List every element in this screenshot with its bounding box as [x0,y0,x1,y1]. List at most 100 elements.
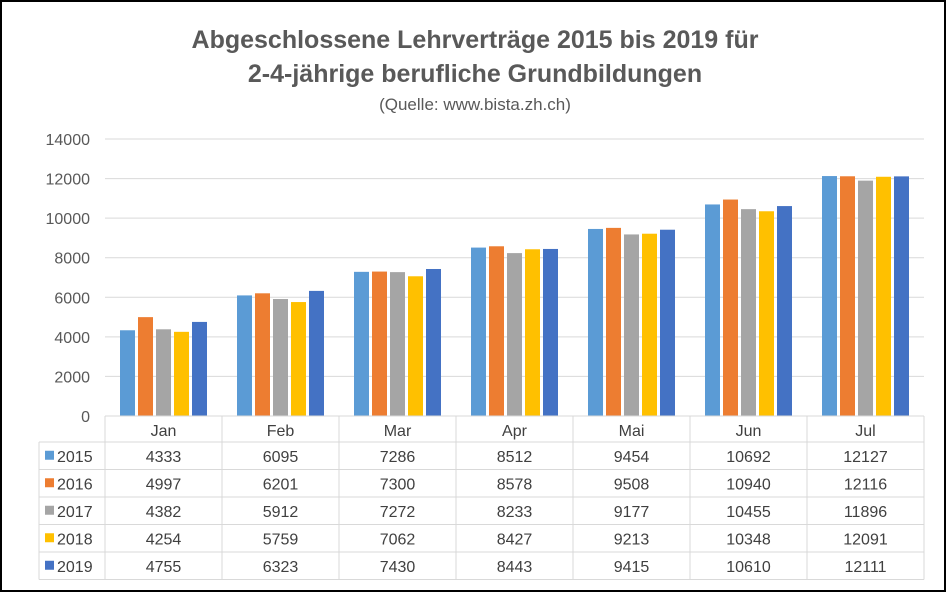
bar-2019-Apr [543,248,558,416]
table-cell: 12127 [843,449,888,466]
chart-title-line2: 2-4-jährige berufliche Grundbildungen [248,60,702,88]
bar-2018-Mar [408,276,423,416]
bar-2017-Jan [156,329,171,416]
bar-2017-Mai [624,234,639,416]
y-tick-label: 10000 [46,211,91,228]
y-tick-label: 0 [81,409,90,426]
table-cell: 7272 [380,504,416,521]
bar-2017-Apr [507,253,522,416]
category-label: Apr [502,423,528,440]
table-cell: 9213 [614,531,650,548]
bar-2019-Feb [309,290,324,416]
bar-2017-Jun [741,209,756,416]
bar-2016-Mar [372,271,387,416]
legend-swatch-2015 [45,450,54,460]
legend-label: 2017 [57,504,93,521]
bar-2018-Jan [174,331,189,416]
table-cell: 10455 [726,504,771,521]
bar-2015-Jun [705,204,720,416]
table-cell: 9415 [614,559,650,576]
legend-swatch-2018 [45,533,54,543]
table-cell: 8233 [497,504,533,521]
category-label: Mai [619,423,645,440]
bar-2016-Jan [138,317,153,416]
bar-2016-Mai [606,227,621,416]
table-cell: 10348 [726,531,771,548]
bar-2019-Jun [777,206,792,416]
y-tick-label: 14000 [46,132,91,149]
bar-2015-Mar [354,271,369,416]
table-cell: 4382 [146,504,182,521]
table-cell: 5759 [263,531,299,548]
bar-2017-Feb [273,299,288,416]
bar-2016-Feb [255,293,270,416]
table-cell: 8578 [497,476,533,493]
table-cell: 9508 [614,476,650,493]
bar-2017-Jul [858,180,873,416]
y-tick-label: 12000 [46,172,91,189]
bar-2015-Apr [471,247,486,416]
legend-swatch-2016 [45,478,54,488]
category-label: Feb [267,423,295,440]
table-cell: 7286 [380,449,416,466]
category-label: Mar [384,423,412,440]
bar-2015-Jul [822,176,837,416]
table-cell: 9177 [614,504,650,521]
bar-2018-Jul [876,176,891,416]
legend-label: 2018 [57,531,93,548]
bar-2018-Apr [525,249,540,416]
y-tick-label: 6000 [54,290,90,307]
category-label: Jul [855,423,875,440]
table-cell: 12091 [843,531,888,548]
bar-2016-Jul [840,176,855,416]
table-cell: 8512 [497,449,533,466]
bar-2018-Feb [291,302,306,416]
legend-label: 2016 [57,476,93,493]
table-cell: 6095 [263,449,299,466]
bar-2015-Jan [120,330,135,416]
bar-2018-Mai [642,233,657,416]
table-cell: 7430 [380,559,416,576]
table-cell: 6201 [263,476,299,493]
category-label: Jun [736,423,762,440]
table-cell: 5912 [263,504,299,521]
bar-2016-Apr [489,246,504,416]
legend-swatch-2019 [45,560,54,570]
bar-2018-Jun [759,211,774,416]
table-cell: 10940 [726,476,771,493]
bar-2019-Mar [426,268,441,416]
table-cell: 10610 [726,559,771,576]
bar-2015-Mai [588,228,603,416]
bar-2015-Feb [237,295,252,416]
table-cell: 6323 [263,559,299,576]
chart-title-line1: Abgeschlossene Lehrverträge 2015 bis 201… [192,26,759,54]
legend-swatch-2017 [45,505,54,515]
table-cell: 7300 [380,476,416,493]
chart-subtitle: (Quelle: www.bista.zh.ch) [379,95,571,114]
bar-2019-Jan [192,321,207,416]
y-tick-label: 2000 [54,369,90,386]
legend-label: 2015 [57,449,93,466]
table-cell: 9454 [614,449,650,466]
y-tick-label: 4000 [54,330,90,347]
category-label: Jan [151,423,177,440]
legend-label: 2019 [57,559,93,576]
bar-2016-Jun [723,199,738,416]
table-cell: 4997 [146,476,182,493]
bar-2017-Mar [390,272,405,416]
table-cell: 4254 [146,531,182,548]
table-cell: 12111 [844,559,886,576]
table-cell: 4333 [146,449,182,466]
table-cell: 11896 [844,504,887,521]
bar-2019-Jul [894,176,909,416]
table-cell: 4755 [146,559,182,576]
bar-2019-Mai [660,229,675,416]
y-tick-label: 8000 [54,251,90,268]
table-cell: 10692 [726,449,771,466]
table-cell: 12116 [844,476,887,493]
table-cell: 8443 [497,559,533,576]
table-cell: 7062 [380,531,416,548]
table-cell: 8427 [497,531,533,548]
